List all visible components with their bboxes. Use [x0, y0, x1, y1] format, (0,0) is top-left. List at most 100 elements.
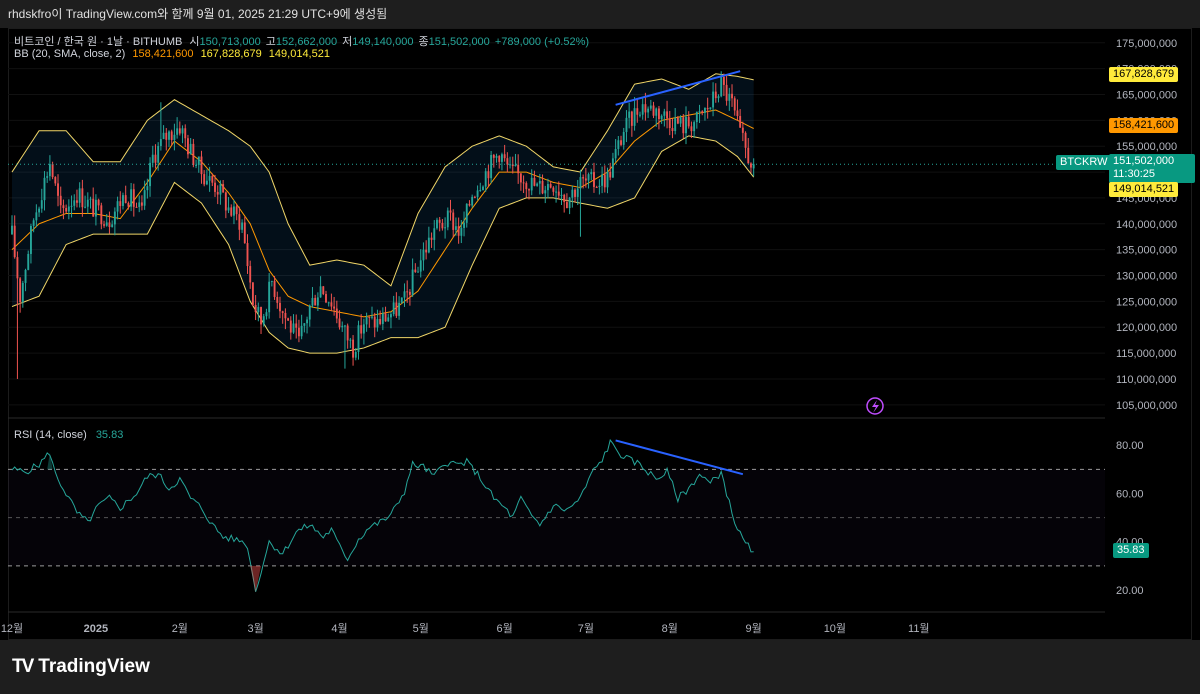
candle-body: [362, 324, 365, 334]
candle-body: [641, 104, 644, 115]
bb-legend[interactable]: BB (20, SMA, close, 2) 158,421,600 167,8…: [14, 48, 330, 60]
price-tick-label: 135,000,000: [1116, 245, 1177, 257]
time-tick-label: 4월: [331, 622, 347, 635]
candle-body: [257, 307, 260, 313]
candle-body: [639, 114, 641, 116]
candle-body: [679, 117, 682, 124]
candle-body: [143, 190, 146, 206]
candle-body: [73, 200, 76, 206]
candle-body: [105, 222, 108, 226]
bb-upper-value: 167,828,679: [200, 48, 262, 60]
candle-body: [287, 318, 290, 321]
bb-lower-value: 149,014,521: [268, 48, 330, 60]
candle-body: [322, 286, 325, 295]
bb-basis-value: 158,421,600: [132, 48, 194, 60]
time-tick-label: 2025: [84, 623, 108, 635]
candle-body: [625, 117, 628, 133]
candle-body: [557, 191, 560, 196]
candle-body: [528, 189, 530, 191]
candle-body: [168, 131, 170, 140]
candle-body: [568, 197, 571, 209]
rsi-tick-label: 60.00: [1116, 488, 1144, 500]
candle-body: [666, 111, 669, 119]
candle-body: [457, 226, 460, 236]
candle-body: [122, 195, 124, 206]
candle-body: [48, 164, 51, 177]
candle-body: [100, 205, 103, 225]
candle-body: [500, 154, 503, 162]
symbol-name: 비트코인 / 한국 원 · 1날 · BITHUMB: [14, 36, 183, 48]
candle-body: [660, 115, 663, 120]
candle-body: [276, 296, 279, 303]
candle-body: [449, 210, 452, 213]
open-value: 150,713,000: [199, 36, 261, 48]
candle-body: [379, 319, 382, 324]
candle-body: [506, 158, 509, 165]
candle-body: [414, 269, 417, 273]
candle-body: [230, 207, 233, 216]
candle-body: [333, 306, 336, 309]
candle-body: [392, 302, 395, 315]
candle-body: [487, 171, 490, 179]
candle-body: [260, 307, 262, 325]
candle-body: [354, 351, 357, 358]
candle-body: [349, 339, 352, 341]
candle-body: [311, 297, 314, 306]
tradingview-logo[interactable]: TV TradingView: [12, 656, 150, 678]
candle-body: [346, 325, 349, 341]
candle-body: [227, 207, 230, 211]
time-tick-label: 10월: [824, 622, 846, 635]
lightning-icon[interactable]: [866, 397, 884, 415]
candle-body: [205, 180, 208, 185]
candle-body: [341, 325, 344, 328]
candle-body: [46, 176, 49, 178]
rsi-line: [11, 438, 754, 592]
candle-body: [303, 323, 306, 326]
candle-body: [86, 199, 89, 207]
candle-body: [360, 325, 363, 334]
time-tick-label: 9월: [746, 622, 762, 635]
candle-body: [636, 108, 639, 115]
candle-body: [698, 111, 701, 113]
candle-body: [211, 175, 214, 183]
candle-body: [316, 297, 319, 306]
candle-body: [541, 180, 544, 194]
last-price-tag: 151,502,000 11:30:25: [1109, 154, 1195, 183]
candle-body: [590, 172, 593, 175]
candle-body: [565, 202, 568, 209]
candle-body: [571, 189, 574, 198]
change-value: +789,000 (+0.52%): [494, 36, 590, 48]
candle-body: [43, 177, 46, 201]
rsi-legend[interactable]: RSI (14, close) 35.83: [14, 429, 123, 441]
candle-body: [427, 237, 430, 253]
candle-body: [189, 143, 192, 155]
price-tick-label: 175,000,000: [1116, 38, 1177, 50]
candle-body: [433, 228, 436, 240]
candle-body: [536, 183, 539, 186]
time-tick-label: 3월: [247, 622, 263, 635]
candle-body: [671, 128, 674, 131]
candle-body: [97, 199, 100, 206]
rsi-tick-label: 80.00: [1116, 440, 1144, 452]
candle-body: [76, 200, 78, 203]
candle-body: [373, 316, 376, 328]
candle-body: [720, 76, 723, 97]
candle-body: [32, 220, 35, 226]
candle-body: [657, 108, 660, 120]
high-value: 152,662,000: [275, 36, 338, 48]
candle-body: [24, 269, 27, 283]
chart-frame[interactable]: [8, 28, 1192, 640]
candle-body: [712, 91, 715, 108]
candle-body: [630, 111, 633, 126]
candle-body: [622, 132, 625, 145]
candle-body: [595, 186, 598, 188]
candle-body: [251, 282, 254, 305]
candle-body: [78, 188, 81, 203]
candle-body: [722, 76, 725, 85]
price-tick-label: 115,000,000: [1116, 348, 1176, 360]
candle-body: [714, 91, 717, 99]
candle-body: [84, 206, 87, 208]
candle-body: [165, 132, 168, 140]
